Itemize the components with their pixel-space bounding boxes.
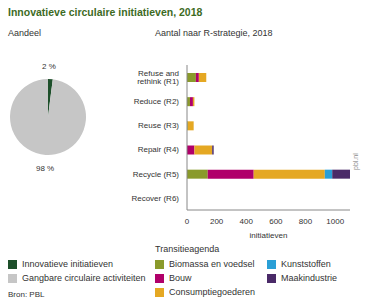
svg-text:initiatieven: initiatieven: [250, 231, 288, 240]
svg-text:Recover (R6): Recover (R6): [131, 194, 179, 203]
svg-text:Repair (R4): Repair (R4): [138, 145, 180, 154]
html-text:Innovatieve circulaire initiat: Innovatieve circulaire initiatieven, 201…: [8, 6, 203, 18]
html-text:Kunststoffen: Kunststoffen: [281, 259, 331, 269]
html-text:Gangbare circulaire activiteit: Gangbare circulaire activiteiten: [22, 273, 146, 283]
html-text:Transitieagenda: Transitieagenda: [155, 244, 220, 254]
svg-text:400: 400: [240, 217, 254, 226]
html-text:Aandeel: Aandeel: [8, 28, 41, 38]
html-text:2 %: 2 %: [42, 62, 56, 71]
svg-text:200: 200: [210, 217, 224, 226]
svg-text:Reduce (R2): Reduce (R2): [134, 97, 180, 106]
html-text:Aantal naar R-strategie, 2018: Aantal naar R-strategie, 2018: [155, 28, 273, 38]
svg-text:0: 0: [185, 217, 190, 226]
html-text:Maakindustrie: Maakindustrie: [281, 273, 337, 283]
html-text:pbl.nl: pbl.nl: [352, 153, 359, 170]
svg-text:800: 800: [299, 217, 313, 226]
svg-text:Recycle (R5): Recycle (R5): [133, 170, 180, 179]
html-text:Consumptiegoederen: Consumptiegoederen: [169, 287, 256, 297]
svg-text:600: 600: [269, 217, 283, 226]
svg-text:Refuse andrethink (R1): Refuse andrethink (R1): [137, 69, 179, 86]
html-text:Bron: PBL: Bron: PBL: [8, 290, 45, 299]
html-text:Innovatieve initiatieven: Innovatieve initiatieven: [22, 259, 114, 269]
html-text:Biomassa en voedsel: Biomassa en voedsel: [169, 259, 255, 269]
svg-text:1000: 1000: [326, 217, 344, 226]
html-text:98 %: 98 %: [36, 164, 55, 173]
html-text:Bouw: Bouw: [169, 273, 192, 283]
svg-text:Reuse (R3): Reuse (R3): [138, 121, 179, 130]
